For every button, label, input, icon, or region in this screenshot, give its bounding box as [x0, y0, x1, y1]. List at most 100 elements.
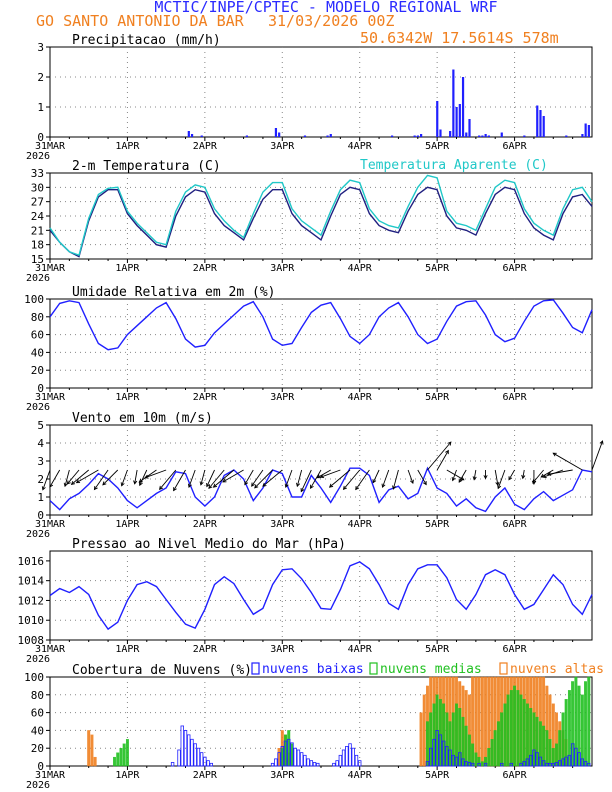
- cloud-bar-low: [432, 738, 436, 767]
- precip-bar: [455, 107, 458, 137]
- wind-arrow-head: [422, 481, 427, 486]
- cloud-bar-mid: [516, 690, 520, 767]
- cloud-bar-low: [522, 761, 526, 767]
- precip-xtick-label: 2APR: [193, 141, 218, 152]
- wind-arrow: [285, 469, 293, 488]
- cloud-bar-low: [358, 760, 362, 767]
- wind-arrow-head: [133, 480, 138, 485]
- rh-xtick-label: 2APR: [193, 392, 218, 403]
- rh-ytick-label: 60: [31, 329, 44, 342]
- wind-arrow-head: [552, 452, 557, 457]
- wind-arrow-head: [159, 485, 164, 491]
- wind-arrow-head: [187, 483, 192, 488]
- pressure-frame: [49, 550, 593, 641]
- cloud-bar-low: [296, 749, 301, 767]
- wind-arrow: [497, 469, 506, 489]
- wind-arrow-head: [372, 479, 377, 484]
- rh-ytick-label: 40: [31, 346, 44, 359]
- precip-bar: [420, 134, 423, 137]
- cloud-bar-mid: [584, 681, 587, 767]
- pressure-xtick-label: 5APR: [425, 644, 450, 655]
- precip-xtick-label: 31MAR: [35, 141, 66, 152]
- pressure-xtick-label: 6APR: [503, 644, 528, 655]
- wind-arrow-head: [483, 475, 488, 480]
- cloud-bar-mid: [480, 761, 484, 767]
- wind-arrow: [317, 469, 331, 479]
- wind-arrow: [76, 469, 99, 483]
- wind-ytick-label: 3: [37, 455, 44, 468]
- wind-arrow-head: [532, 479, 537, 484]
- pressure-xtick-label: 3APR: [270, 644, 295, 655]
- cloud-bar-high: [422, 694, 426, 767]
- cloud-bar-high: [93, 756, 97, 767]
- wind-arrow-head: [75, 479, 81, 484]
- cloud-bar-low: [180, 725, 184, 767]
- wind-ytick-label: 0: [37, 509, 44, 522]
- cloud-bar-low: [470, 762, 475, 767]
- wind-arrow: [427, 441, 452, 471]
- cloud-bar-low: [541, 760, 546, 767]
- precip-bar: [500, 132, 503, 137]
- wind-arrow: [66, 469, 80, 485]
- cloud-bar-low: [309, 760, 314, 767]
- wind-xtick-label: 2APR: [193, 519, 218, 530]
- wind-arrow: [200, 469, 206, 485]
- precip-title: Precipitacao (mm/h): [72, 33, 221, 48]
- cloud-bar-mid: [580, 694, 584, 767]
- wind-xtick-label: 4APR: [348, 519, 373, 530]
- precip-bar: [278, 132, 281, 137]
- cloud-bar-low: [206, 760, 210, 767]
- wind-xtick-label: 1APR: [115, 519, 140, 530]
- wind-arrow: [222, 469, 244, 483]
- wind-arrow: [296, 469, 303, 487]
- wind-arrow-head: [316, 474, 321, 479]
- rh-ytick-label: 0: [37, 382, 44, 395]
- precip-bar: [461, 77, 465, 137]
- clouds-xtick-label: 3APR: [270, 770, 295, 781]
- wind-arrow: [244, 469, 254, 485]
- cloud-bar-mid: [587, 676, 591, 767]
- cloud-bar-low: [303, 754, 307, 767]
- cloud-bar-mid: [113, 756, 116, 767]
- cloud-bar-low: [280, 746, 284, 767]
- cloud-bar-low: [477, 762, 481, 767]
- precip-bar: [326, 135, 329, 137]
- cloud-bar-low: [532, 749, 536, 767]
- clouds-ytick-label: 40: [31, 724, 44, 737]
- wind-arrow-head: [458, 478, 463, 483]
- temp-ytick-label: 30: [31, 181, 44, 194]
- precip-bar: [565, 135, 568, 137]
- rh-xtick-label: 5APR: [425, 392, 450, 403]
- cloud-bar-mid: [464, 725, 468, 767]
- temp-xtick-label: 2APR: [193, 263, 218, 274]
- legend-label-1: nuvens medias: [380, 662, 482, 677]
- cloud-bar-low: [535, 752, 539, 767]
- precip-bar: [587, 125, 590, 137]
- wind-arrow-head: [262, 482, 267, 487]
- wind-arrow: [508, 469, 515, 480]
- rh-xtick-label: 1APR: [115, 392, 140, 403]
- wind-arrow-head: [222, 478, 227, 483]
- temp-year-label: 2026: [26, 273, 50, 284]
- cloud-bar-low: [545, 762, 549, 767]
- wind-arrow-head: [66, 480, 71, 485]
- wind-arrow: [173, 469, 186, 491]
- precip-bar: [390, 135, 394, 137]
- cloud-bar-mid: [474, 752, 478, 767]
- wind-arrow-head: [254, 484, 259, 489]
- precip-bar: [187, 131, 190, 137]
- cloud-bar-mid: [493, 730, 497, 767]
- cloud-bar-low: [170, 762, 175, 767]
- wind-arrow-head: [284, 483, 289, 488]
- cloud-bar-low: [519, 762, 523, 767]
- wind-xtick-label: 5APR: [425, 519, 450, 530]
- cloud-bar-low: [354, 754, 359, 767]
- cloud-bar-mid: [506, 694, 510, 767]
- cloud-bar-mid: [542, 725, 546, 767]
- wind-arrow: [208, 469, 225, 489]
- rh-frame: [49, 298, 593, 389]
- precip-bar: [481, 135, 484, 137]
- cloud-bar-low: [438, 734, 443, 767]
- cloud-bar-mid: [519, 694, 523, 767]
- pressure-series-0: [49, 561, 593, 631]
